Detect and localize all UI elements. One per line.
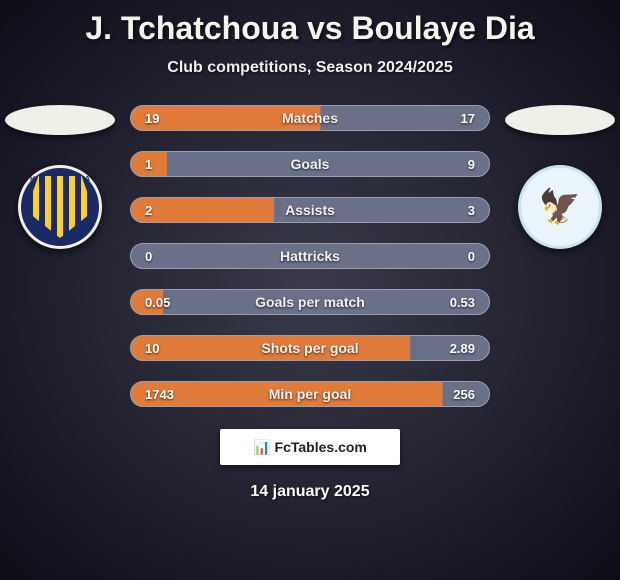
footer-date: 14 january 2025 xyxy=(0,483,620,501)
stat-row: 1Goals9 xyxy=(130,151,490,177)
eagle-icon: 🦅 xyxy=(539,187,581,227)
stat-label: Assists xyxy=(131,202,489,218)
stat-row: 2Assists3 xyxy=(130,197,490,223)
stat-row: 19Matches17 xyxy=(130,105,490,131)
stat-row: 0Hattricks0 xyxy=(130,243,490,269)
stat-right-value: 3 xyxy=(468,203,475,218)
comparison-content: HELLAS VERONA 19Matches17 1Goals9 2Assists… xyxy=(0,105,620,407)
stat-right-value: 0.53 xyxy=(450,295,475,310)
footer-site-label: FcTables.com xyxy=(275,439,367,455)
chart-icon: 📊 xyxy=(253,439,270,456)
stat-right-value: 256 xyxy=(453,387,475,402)
right-jersey-base xyxy=(505,105,615,135)
stat-label: Goals per match xyxy=(131,294,489,310)
page-title: J. Tchatchoua vs Boulaye Dia xyxy=(0,0,620,47)
left-jersey-base xyxy=(5,105,115,135)
stat-label: Hattricks xyxy=(131,248,489,264)
right-side: 🦅 xyxy=(500,105,620,249)
right-team-badge: 🦅 xyxy=(518,165,602,249)
stat-right-value: 9 xyxy=(468,157,475,172)
stats-bars: 19Matches17 1Goals9 2Assists3 0Hattricks0 0.… xyxy=(130,105,490,407)
stat-right-value: 0 xyxy=(468,249,475,264)
stat-label: Goals xyxy=(131,156,489,172)
left-badge-shield xyxy=(33,176,87,238)
stat-right-value: 2.89 xyxy=(450,341,475,356)
page-subtitle: Club competitions, Season 2024/2025 xyxy=(0,59,620,77)
left-side: HELLAS VERONA xyxy=(0,105,120,249)
stat-label: Min per goal xyxy=(131,386,489,402)
stat-row: 0.05Goals per match0.53 xyxy=(130,289,490,315)
stat-label: Matches xyxy=(131,110,489,126)
stat-right-value: 17 xyxy=(461,111,475,126)
footer-site-tag: 📊 FcTables.com xyxy=(220,429,400,465)
stat-label: Shots per goal xyxy=(131,340,489,356)
left-team-badge: HELLAS VERONA xyxy=(18,165,102,249)
stat-row: 10Shots per goal2.89 xyxy=(130,335,490,361)
stat-row: 1743Min per goal256 xyxy=(130,381,490,407)
